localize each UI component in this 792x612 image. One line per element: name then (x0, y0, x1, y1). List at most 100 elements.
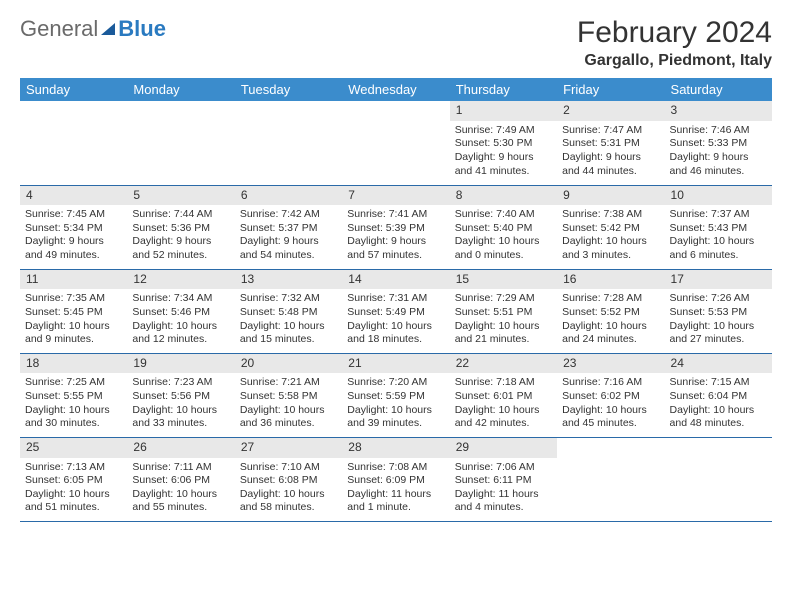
sunrise-text: Sunrise: 7:31 AM (347, 292, 444, 306)
daylight-text: Daylight: 10 hours and 0 minutes. (455, 235, 552, 262)
calendar-cell: 4Sunrise: 7:45 AMSunset: 5:34 PMDaylight… (20, 185, 127, 269)
calendar-cell: 12Sunrise: 7:34 AMSunset: 5:46 PMDayligh… (127, 269, 234, 353)
calendar-cell: 6Sunrise: 7:42 AMSunset: 5:37 PMDaylight… (235, 185, 342, 269)
day-number: 5 (127, 186, 234, 206)
calendar-cell (127, 101, 234, 185)
sunrise-text: Sunrise: 7:06 AM (455, 461, 552, 475)
daylight-text: Daylight: 10 hours and 21 minutes. (455, 320, 552, 347)
col-friday: Friday (557, 78, 664, 101)
sunset-text: Sunset: 5:43 PM (670, 222, 767, 236)
sunset-text: Sunset: 5:39 PM (347, 222, 444, 236)
daylight-text: Daylight: 9 hours and 41 minutes. (455, 151, 552, 178)
calendar-week-row: 1Sunrise: 7:49 AMSunset: 5:30 PMDaylight… (20, 101, 772, 185)
daylight-text: Daylight: 10 hours and 15 minutes. (240, 320, 337, 347)
daylight-text: Daylight: 10 hours and 58 minutes. (240, 488, 337, 515)
daylight-text: Daylight: 11 hours and 1 minute. (347, 488, 444, 515)
sunset-text: Sunset: 5:48 PM (240, 306, 337, 320)
sunrise-text: Sunrise: 7:28 AM (562, 292, 659, 306)
sunset-text: Sunset: 6:06 PM (132, 474, 229, 488)
calendar-week-row: 18Sunrise: 7:25 AMSunset: 5:55 PMDayligh… (20, 353, 772, 437)
sunrise-text: Sunrise: 7:37 AM (670, 208, 767, 222)
location-label: Gargallo, Piedmont, Italy (577, 52, 772, 70)
sunrise-text: Sunrise: 7:46 AM (670, 124, 767, 138)
day-number: 8 (450, 186, 557, 206)
sunrise-text: Sunrise: 7:08 AM (347, 461, 444, 475)
day-number: 12 (127, 270, 234, 290)
day-number: 17 (665, 270, 772, 290)
calendar-cell (235, 101, 342, 185)
sunrise-text: Sunrise: 7:42 AM (240, 208, 337, 222)
daylight-text: Daylight: 10 hours and 39 minutes. (347, 404, 444, 431)
col-wednesday: Wednesday (342, 78, 449, 101)
calendar-cell: 22Sunrise: 7:18 AMSunset: 6:01 PMDayligh… (450, 353, 557, 437)
calendar-cell: 15 Sunrise: 7:29 AMSunset: 5:51 PMDayligh… (450, 269, 557, 353)
daylight-text: Daylight: 9 hours and 46 minutes. (670, 151, 767, 178)
sunset-text: Sunset: 6:11 PM (455, 474, 552, 488)
sunrise-text: Sunrise: 7:23 AM (132, 376, 229, 390)
calendar-cell: 7Sunrise: 7:41 AMSunset: 5:39 PMDaylight… (342, 185, 449, 269)
sunrise-text: Sunrise: 7:26 AM (670, 292, 767, 306)
day-number: 24 (665, 354, 772, 374)
sunset-text: Sunset: 5:36 PM (132, 222, 229, 236)
sunset-text: Sunset: 6:09 PM (347, 474, 444, 488)
calendar-table: Sunday Monday Tuesday Wednesday Thursday… (20, 78, 772, 522)
sunrise-text: Sunrise: 7:13 AM (25, 461, 122, 475)
calendar-cell: 20Sunrise: 7:21 AMSunset: 5:58 PMDayligh… (235, 353, 342, 437)
calendar-cell: 10Sunrise: 7:37 AMSunset: 5:43 PMDayligh… (665, 185, 772, 269)
day-number: 1 (450, 101, 557, 121)
daylight-text: Daylight: 10 hours and 36 minutes. (240, 404, 337, 431)
calendar-cell: 16Sunrise: 7:28 AMSunset: 5:52 PMDayligh… (557, 269, 664, 353)
day-number: 9 (557, 186, 664, 206)
weekday-header-row: Sunday Monday Tuesday Wednesday Thursday… (20, 78, 772, 101)
sunset-text: Sunset: 5:40 PM (455, 222, 552, 236)
calendar-cell (342, 101, 449, 185)
title-block: February 2024 Gargallo, Piedmont, Italy (577, 16, 772, 70)
sunrise-text: Sunrise: 7:35 AM (25, 292, 122, 306)
calendar-cell (665, 437, 772, 521)
daylight-text: Daylight: 10 hours and 42 minutes. (455, 404, 552, 431)
daylight-text: Daylight: 9 hours and 57 minutes. (347, 235, 444, 262)
calendar-cell: 1Sunrise: 7:49 AMSunset: 5:30 PMDaylight… (450, 101, 557, 185)
sunrise-text: Sunrise: 7:41 AM (347, 208, 444, 222)
sunset-text: Sunset: 6:02 PM (562, 390, 659, 404)
calendar-cell: 13Sunrise: 7:32 AMSunset: 5:48 PMDayligh… (235, 269, 342, 353)
day-number: 15 (450, 270, 557, 290)
sunset-text: Sunset: 5:34 PM (25, 222, 122, 236)
sunset-text: Sunset: 5:51 PM (455, 306, 552, 320)
day-number: 14 (342, 270, 449, 290)
day-number: 29 (450, 438, 557, 458)
calendar-cell: 17Sunrise: 7:26 AMSunset: 5:53 PMDayligh… (665, 269, 772, 353)
col-monday: Monday (127, 78, 234, 101)
daylight-text: Daylight: 10 hours and 45 minutes. (562, 404, 659, 431)
sunset-text: Sunset: 6:01 PM (455, 390, 552, 404)
calendar-cell: 8Sunrise: 7:40 AMSunset: 5:40 PMDaylight… (450, 185, 557, 269)
sunrise-text: Sunrise: 7:11 AM (132, 461, 229, 475)
day-number: 10 (665, 186, 772, 206)
sunset-text: Sunset: 5:53 PM (670, 306, 767, 320)
calendar-week-row: 4Sunrise: 7:45 AMSunset: 5:34 PMDaylight… (20, 185, 772, 269)
sunrise-text: Sunrise: 7:38 AM (562, 208, 659, 222)
daylight-text: Daylight: 9 hours and 54 minutes. (240, 235, 337, 262)
day-number: 19 (127, 354, 234, 374)
sunset-text: Sunset: 5:56 PM (132, 390, 229, 404)
sunrise-text: Sunrise: 7:34 AM (132, 292, 229, 306)
calendar-cell: 11Sunrise: 7:35 AMSunset: 5:45 PMDayligh… (20, 269, 127, 353)
sunrise-text: Sunrise: 7:29 AM (455, 292, 552, 306)
daylight-text: Daylight: 10 hours and 30 minutes. (25, 404, 122, 431)
sunrise-text: Sunrise: 7:25 AM (25, 376, 122, 390)
sunrise-text: Sunrise: 7:18 AM (455, 376, 552, 390)
sunrise-text: Sunrise: 7:16 AM (562, 376, 659, 390)
sunset-text: Sunset: 5:42 PM (562, 222, 659, 236)
sunset-text: Sunset: 6:05 PM (25, 474, 122, 488)
day-number: 6 (235, 186, 342, 206)
day-number: 11 (20, 270, 127, 290)
day-number: 18 (20, 354, 127, 374)
day-number: 4 (20, 186, 127, 206)
day-number: 23 (557, 354, 664, 374)
logo: General Blue (20, 16, 166, 42)
sunrise-text: Sunrise: 7:21 AM (240, 376, 337, 390)
calendar-cell: 25Sunrise: 7:13 AMSunset: 6:05 PMDayligh… (20, 437, 127, 521)
calendar-cell: 3Sunrise: 7:46 AMSunset: 5:33 PMDaylight… (665, 101, 772, 185)
col-thursday: Thursday (450, 78, 557, 101)
sunset-text: Sunset: 6:08 PM (240, 474, 337, 488)
